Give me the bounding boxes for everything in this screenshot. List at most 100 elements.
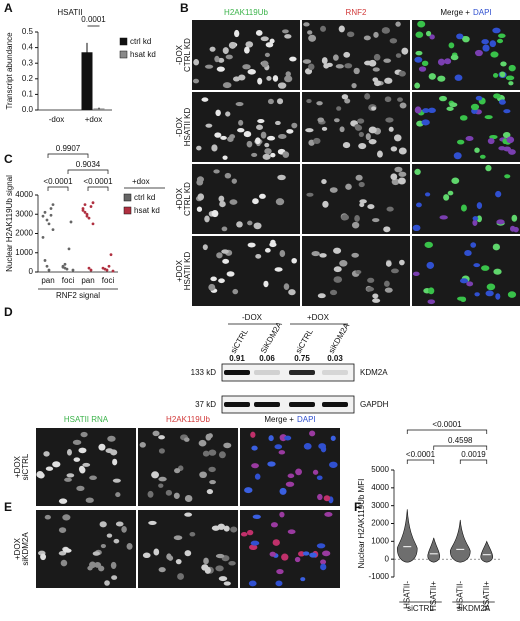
p-value: <0.0001 xyxy=(406,450,436,459)
nucleus xyxy=(339,260,348,267)
y-tick-label: 2000 xyxy=(371,519,389,528)
nucleus xyxy=(66,473,75,478)
nucleus xyxy=(266,75,272,81)
legend-label: ctrl kd xyxy=(134,193,155,202)
nucleus xyxy=(462,35,470,43)
lane-label: siKDM2A xyxy=(327,321,352,355)
nucleus xyxy=(245,41,254,48)
point xyxy=(81,209,85,212)
nucleus xyxy=(62,514,71,521)
nucleus xyxy=(214,55,220,63)
nucleus xyxy=(449,102,458,108)
nucleus xyxy=(175,558,182,565)
bracket xyxy=(459,459,488,464)
nucleus xyxy=(389,38,398,44)
nucleus xyxy=(343,51,351,58)
nucleus xyxy=(318,443,326,450)
nucleus xyxy=(373,53,381,61)
nucleus xyxy=(321,126,328,131)
nucleus xyxy=(368,139,377,145)
nucleus xyxy=(196,145,202,151)
band xyxy=(322,370,348,375)
micrograph xyxy=(240,510,340,588)
nucleus xyxy=(354,215,360,222)
blot xyxy=(221,395,355,414)
nucleus xyxy=(259,193,266,199)
nucleus xyxy=(493,93,501,99)
nucleus xyxy=(158,476,167,482)
point xyxy=(63,262,67,266)
panel-letter: F xyxy=(354,500,361,514)
nucleus xyxy=(427,299,436,305)
nucleus xyxy=(473,263,481,268)
nucleus xyxy=(320,559,327,565)
band xyxy=(224,370,250,375)
lane-label: SiKDM2A xyxy=(259,320,284,355)
nucleus xyxy=(308,34,317,42)
nucleus xyxy=(390,268,399,274)
nucleus xyxy=(270,152,276,158)
nucleus xyxy=(104,580,110,586)
nucleus xyxy=(275,580,283,587)
nucleus xyxy=(247,69,256,75)
nucleus xyxy=(364,60,372,66)
nucleus xyxy=(373,31,379,38)
nucleus xyxy=(274,120,281,126)
nucleus xyxy=(505,75,515,81)
nucleus xyxy=(142,552,151,559)
nucleus xyxy=(78,447,87,454)
nucleus xyxy=(148,520,157,525)
nucleus xyxy=(359,199,367,204)
nucleus xyxy=(279,487,287,495)
micrograph xyxy=(412,20,520,90)
group-label: siCTRL xyxy=(407,604,434,613)
nucleus xyxy=(184,437,190,442)
nucleus xyxy=(320,25,327,32)
nucleus xyxy=(508,81,514,86)
row-label: +DOX xyxy=(175,259,184,282)
group-label: siKDM2A xyxy=(457,604,491,613)
nucleus xyxy=(246,140,253,148)
nucleus xyxy=(344,63,353,69)
nucleus xyxy=(485,164,492,172)
nucleus xyxy=(414,168,421,176)
row-label: -DOX xyxy=(175,116,184,137)
nucleus xyxy=(283,283,290,291)
nucleus xyxy=(333,276,343,283)
nucleus xyxy=(366,286,375,292)
bar xyxy=(81,52,93,110)
nucleus xyxy=(211,525,220,531)
nucleus xyxy=(232,76,240,82)
y-tick-label: 0.3 xyxy=(22,58,34,67)
nucleus xyxy=(112,478,121,483)
nucleus xyxy=(184,512,193,517)
nucleus xyxy=(323,63,330,69)
nucleus xyxy=(395,53,402,58)
nucleus xyxy=(224,172,232,179)
nucleus xyxy=(208,449,217,456)
nucleus xyxy=(456,33,464,40)
bracket xyxy=(47,186,69,191)
row-label: +DOX xyxy=(13,455,22,478)
nucleus xyxy=(222,155,228,160)
p-value: <0.0001 xyxy=(83,177,113,186)
y-tick-label: 1000 xyxy=(371,536,389,545)
p-value: <0.0001 xyxy=(432,420,462,429)
nucleus xyxy=(151,471,160,479)
nucleus xyxy=(424,241,434,248)
band xyxy=(224,402,250,407)
nucleus xyxy=(247,220,253,226)
nucleus xyxy=(240,532,248,537)
nucleus xyxy=(64,548,72,553)
nucleus xyxy=(284,435,292,441)
nucleus xyxy=(309,430,316,437)
nucleus xyxy=(184,495,193,502)
nucleus xyxy=(381,27,390,34)
nucleus xyxy=(498,33,506,39)
y-tick-label: 1000 xyxy=(15,248,33,257)
nucleus xyxy=(428,73,436,80)
nucleus xyxy=(490,51,499,58)
blot xyxy=(221,363,355,382)
point xyxy=(69,220,73,224)
dapi-label: DAPI xyxy=(473,8,492,17)
